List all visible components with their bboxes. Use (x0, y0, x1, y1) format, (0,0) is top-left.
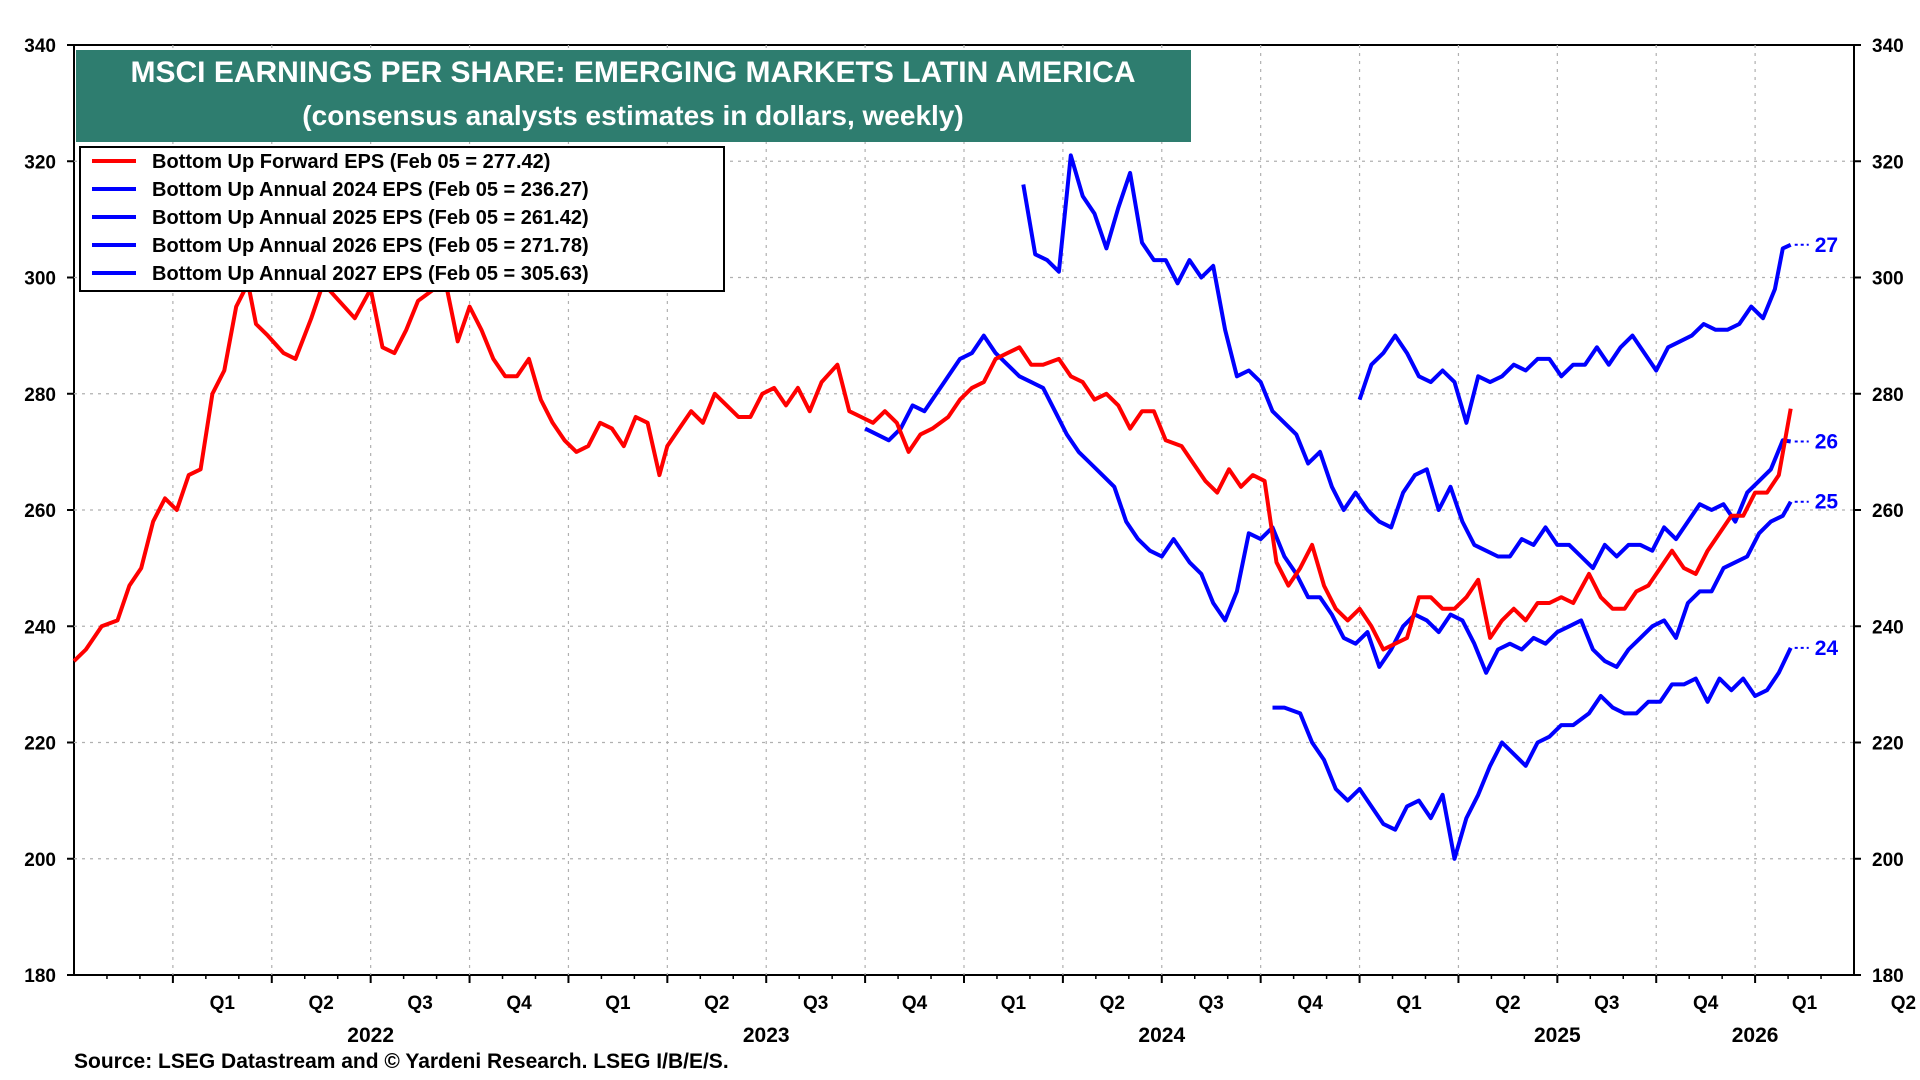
year-label: 2023 (743, 1024, 790, 1047)
y-axis-right: 180 200 220 240 260 280 300 320 340 (1854, 36, 1904, 987)
end-label-26: 26 (1815, 431, 1838, 454)
y-tick-label-right: 180 (1872, 966, 1904, 987)
y-tick-label-right: 200 (1872, 850, 1904, 871)
legend-entry-2026: Bottom Up Annual 2026 EPS (Feb 05 = 271.… (152, 235, 589, 257)
quarter-label: Q2 (1495, 993, 1520, 1014)
series-line-bottom-up-forward-eps (72, 281, 1793, 663)
year-label: 2025 (1534, 1024, 1581, 1047)
end-label-27: 27 (1815, 234, 1838, 257)
series-line-bottom-up-annual-2026-eps (1021, 153, 1792, 571)
y-tick-label-right: 320 (1872, 152, 1904, 173)
y-tick-label-right: 220 (1872, 734, 1904, 755)
year-label: 2022 (347, 1024, 394, 1047)
series-layer (72, 153, 1793, 861)
quarter-label: Q4 (506, 993, 532, 1014)
y-tick-label-left: 260 (24, 501, 56, 522)
y-axis-left: 180 200 220 240 260 280 300 320 340 (24, 36, 74, 987)
quarter-label: Q4 (1297, 993, 1323, 1014)
quarter-label: Q1 (210, 993, 236, 1014)
quarter-label: Q3 (803, 993, 828, 1014)
quarter-label: Q1 (1792, 993, 1818, 1014)
quarter-label: Q3 (1594, 993, 1619, 1014)
y-tick-label-right: 340 (1872, 36, 1904, 57)
quarter-label: Q1 (1001, 993, 1027, 1014)
y-tick-label-left: 320 (24, 152, 56, 173)
end-label-24: 24 (1815, 637, 1839, 660)
source-note: Source: LSEG Datastream and © Yardeni Re… (74, 1050, 729, 1073)
quarter-label: Q1 (1396, 993, 1422, 1014)
end-label-25: 25 (1815, 491, 1839, 514)
series-line-bottom-up-annual-2027-eps (1357, 242, 1792, 425)
series-line-bottom-up-annual-2024-eps (1272, 647, 1793, 861)
quarter-label: Q4 (1693, 993, 1719, 1014)
legend-entry-2027: Bottom Up Annual 2027 EPS (Feb 05 = 305.… (152, 263, 589, 285)
year-label: 2026 (1732, 1024, 1779, 1047)
quarter-label: Q4 (902, 993, 928, 1014)
y-tick-label-left: 280 (24, 385, 56, 406)
y-tick-label-left: 200 (24, 850, 56, 871)
y-tick-label-left: 340 (24, 36, 56, 57)
quarter-label: Q2 (1891, 993, 1916, 1014)
chart-subtitle: (consensus analysts estimates in dollars… (302, 100, 963, 131)
legend-entry-2025: Bottom Up Annual 2025 EPS (Feb 05 = 261.… (152, 207, 589, 229)
x-axis: Q1 Q2 Q3 Q4 Q1 Q2 Q3 Q4 Q1 Q2 Q3 Q4 Q1 Q2 Q3 Q4 Q1 Q2 2022… (106, 975, 1916, 1047)
y-tick-label-left: 240 (24, 617, 56, 638)
legend-entry-forward: Bottom Up Forward EPS (Feb 05 = 277.42) (152, 151, 550, 173)
quarter-label: Q2 (309, 993, 334, 1014)
legend-entry-2024: Bottom Up Annual 2024 EPS (Feb 05 = 236.… (152, 179, 589, 201)
year-label: 2024 (1138, 1024, 1185, 1047)
y-tick-label-left: 300 (24, 269, 56, 290)
series-line-bottom-up-annual-2025-eps (864, 333, 1793, 675)
y-tick-label-left: 220 (24, 734, 56, 755)
quarter-label: Q3 (407, 993, 432, 1014)
quarter-label: Q3 (1199, 993, 1224, 1014)
quarter-label: Q1 (605, 993, 631, 1014)
y-tick-label-right: 300 (1872, 269, 1904, 290)
y-tick-label-right: 260 (1872, 501, 1904, 522)
legend: Bottom Up Forward EPS (Feb 05 = 277.42) … (79, 146, 725, 292)
quarter-label: Q2 (704, 993, 729, 1014)
y-tick-label-right: 240 (1872, 617, 1904, 638)
end-labels: 24 25 26 27 (1794, 234, 1839, 660)
y-tick-label-left: 180 (24, 966, 56, 987)
y-tick-label-right: 280 (1872, 385, 1904, 406)
quarter-label: Q2 (1100, 993, 1125, 1014)
title-box: MSCI EARNINGS PER SHARE: EMERGING MARKET… (76, 50, 1191, 142)
chart-title: MSCI EARNINGS PER SHARE: EMERGING MARKET… (130, 56, 1135, 89)
